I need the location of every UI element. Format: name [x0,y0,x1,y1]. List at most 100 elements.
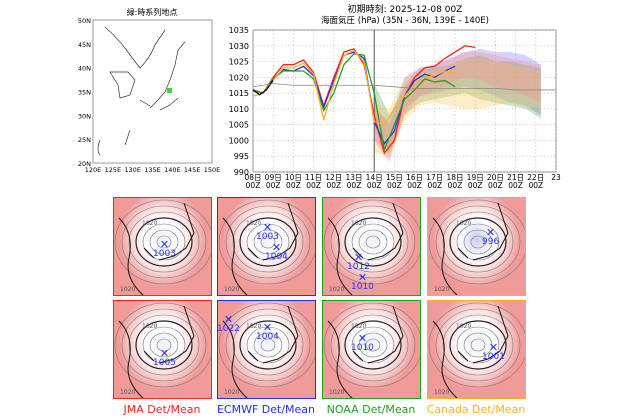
lon-label: 150E [204,166,221,174]
y-tick-label: 1020 [229,73,249,82]
x-tick-line: 00Z [306,181,321,190]
contour-label: 1020 [224,389,240,396]
forecast-map-noaa-2: 1020 1020 ✕ 1010 [322,300,421,399]
x-tick-line: 18日 [446,173,463,182]
low-pressure-value: 1010 [351,282,374,292]
contour-label: 1020 [120,389,136,396]
isobar-contours [114,199,211,295]
x-tick-line: 19日 [467,173,484,182]
x-tick-line: 00Z [246,181,261,190]
x-tick-label: 12日 00Z [325,173,342,190]
forecast-map-canada-2: 1020 1020 ✕ 1001 [427,300,526,399]
x-tick-label: 23 [551,173,561,182]
forecast-map-jma-1: 1020 1020 ✕ 1003 [113,197,212,296]
lat-label: 30N [78,112,91,120]
x-tick-line: 00Z [367,181,382,190]
low-x-icon: ✕ [353,251,364,264]
isobar-contours [218,199,315,295]
spread-band-canada [374,58,541,157]
lat-label: 35N [78,89,91,97]
x-tick-line: 00Z [488,181,503,190]
low-pressure-center: ✕ 1003 [256,221,279,242]
low-x-icon: ✕ [271,241,282,254]
contour-label: 1020 [351,220,367,227]
x-tick-label: 19日 00Z [467,173,484,190]
spread-band-ecmwf [374,48,541,154]
chart-title: 初期時刻: 2025-12-08 00Z [348,3,463,15]
isobar-contours [218,302,315,398]
locator-map-frame [92,19,213,164]
x-tick-label: 14日 00Z [366,173,383,190]
contour-label: 1020 [329,389,345,396]
panel-label-canada: Canada Det/Mean [426,403,526,416]
contour-label: 1020 [224,286,240,293]
x-tick-line: 21日 [507,173,524,182]
x-tick-line: 09日 [265,173,282,182]
lat-label: 45N [78,41,91,49]
lat-label: 20N [78,160,91,168]
low-pressure-value: 1004 [256,332,279,342]
forecast-map-jma-2: 1020 1020 ✕ 1005 [113,300,212,399]
forecast-map-canada-1: 1020 1020 ✕ 996 [427,197,526,296]
forecast-map-ecmwf-2: 1020 1020 ✕ 1022 ✕ 1004 [217,300,316,399]
low-pressure-value: 1001 [482,352,505,362]
lon-label: 135E [144,166,161,174]
forecast-map-noaa-1: 1020 1020 ✕ 1012 ✕ 1010 [322,197,421,296]
x-tick-line: 20日 [487,173,504,182]
low-pressure-center: ✕ 1022 [217,314,240,334]
low-pressure-value: 1003 [153,249,176,259]
series-line-observed [252,80,274,96]
x-tick-label: 10日 00Z [285,173,302,190]
low-pressure-center: ✕ 1003 [153,238,176,259]
location-marker [167,88,172,93]
panel-label-jma: JMA Det/Mean [123,403,201,416]
low-pressure-value: 1010 [351,343,374,353]
y-tick-label: 990 [234,168,249,177]
lat-label: 25N [78,136,91,144]
low-x-icon: ✕ [485,226,496,239]
x-tick-line: 12日 [325,173,342,182]
chart-subtitle: 海面気圧 (hPa) (35N - 36N, 139E - 140E) [321,15,489,26]
contour-label: 1020 [142,220,158,227]
low-pressure-center: ✕ 996 [482,226,499,247]
x-tick-label: 20日 00Z [487,173,504,190]
contour-label: 1020 [246,220,262,227]
low-pressure-center: ✕ 1004 [256,322,279,342]
low-pressure-center: ✕ 1005 [153,347,176,368]
x-tick-label: 13日 00Z [345,173,362,190]
x-tick-line: 23 [551,173,561,182]
spread-band-noaa [374,55,541,157]
contour-label: 1020 [434,286,450,293]
x-tick-line: 00Z [468,181,483,190]
x-tick-line: 00Z [407,181,422,190]
low-pressure-value: 1004 [265,252,288,262]
x-tick-label: 08日 00Z [244,173,261,190]
low-x-icon: ✕ [262,221,273,234]
low-x-icon: ✕ [159,238,170,251]
x-tick-label: 18日 00Z [446,173,463,190]
low-pressure-center: ✕ 1012 [347,251,370,272]
x-tick-line: 00Z [347,181,362,190]
low-pressure-value: 1003 [256,232,279,242]
low-x-icon: ✕ [488,341,499,354]
contour-label: 1020 [434,389,450,396]
low-pressure-value: 1005 [153,358,176,368]
y-tick-label: 1010 [229,105,249,114]
low-pressure-center: ✕ 1004 [265,241,288,262]
low-x-icon: ✕ [159,347,170,360]
coastline [97,26,186,156]
isobar-contours [114,302,211,398]
low-pressure-center: ✕ 1010 [351,272,374,292]
y-tick-label: 1035 [229,26,249,35]
y-tick-label: 1000 [229,136,249,145]
x-tick-line: 16日 [406,173,423,182]
x-tick-label: 15日 00Z [386,173,403,190]
y-tick-label: 1030 [229,42,249,51]
x-tick-line: 00Z [508,181,523,190]
low-pressure-value: 1022 [217,324,240,334]
y-tick-label: 1025 [229,58,249,67]
lon-label: 120E [85,166,102,174]
